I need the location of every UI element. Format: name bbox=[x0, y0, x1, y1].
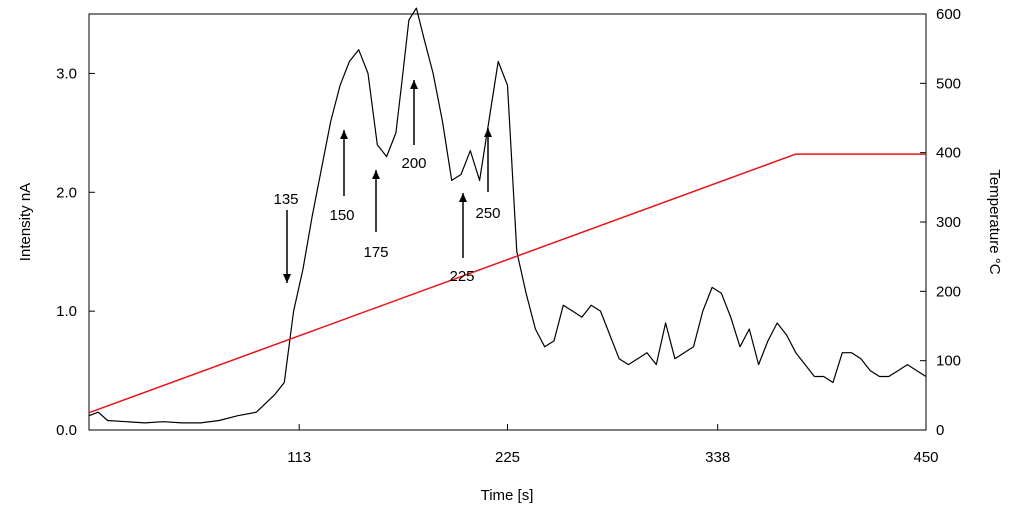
right-y-tick-label: 500 bbox=[936, 75, 961, 92]
annotation-arrow-head bbox=[372, 170, 380, 179]
annotation-arrow-head bbox=[283, 274, 291, 283]
annotation-label: 225 bbox=[449, 268, 474, 285]
annotation-label: 150 bbox=[329, 207, 354, 224]
intensity-series-line bbox=[88, 7, 927, 424]
x-tick-label: 225 bbox=[495, 449, 520, 466]
annotation-arrow-head bbox=[340, 130, 348, 139]
annotation-arrow-head bbox=[484, 128, 492, 137]
x-tick-label: 113 bbox=[287, 449, 311, 466]
annotation-arrow-head bbox=[410, 80, 418, 89]
right-y-axis-title: Temperature °C bbox=[986, 169, 1003, 274]
right-y-tick-label: 300 bbox=[936, 214, 961, 231]
right-y-tick-label: 100 bbox=[936, 353, 961, 370]
annotation-label: 135 bbox=[273, 191, 298, 208]
left-y-axis-title: Intensity nA bbox=[17, 183, 34, 261]
left-y-tick-label: 1.0 bbox=[56, 303, 77, 320]
left-y-tick-label: 3.0 bbox=[56, 65, 77, 82]
annotation-label: 200 bbox=[401, 155, 426, 172]
series-layer bbox=[88, 7, 927, 424]
ticks-layer: 113 225 338 450 0.0 1.0 2.0 3.0 0 100 200 300 400 500… bbox=[56, 6, 961, 466]
plot-frame bbox=[88, 13, 927, 431]
right-y-tick-label: 400 bbox=[936, 145, 961, 162]
left-y-tick-label: 2.0 bbox=[56, 184, 77, 201]
right-y-tick-label: 600 bbox=[936, 6, 961, 23]
right-y-tick-label: 0 bbox=[936, 422, 944, 439]
x-tick-label: 338 bbox=[705, 449, 730, 466]
annotation-label: 250 bbox=[475, 205, 500, 222]
annotations-layer: 135 150 175 200 225 250 bbox=[273, 80, 501, 285]
right-y-tick-label: 200 bbox=[936, 283, 961, 300]
annotation-arrow-head bbox=[459, 193, 467, 202]
x-tick-label: 450 bbox=[913, 449, 938, 466]
x-axis-title: Time [s] bbox=[481, 487, 534, 504]
temperature-series-line bbox=[88, 153, 926, 414]
annotation-label: 175 bbox=[363, 244, 388, 261]
left-y-tick-label: 0.0 bbox=[56, 422, 77, 439]
